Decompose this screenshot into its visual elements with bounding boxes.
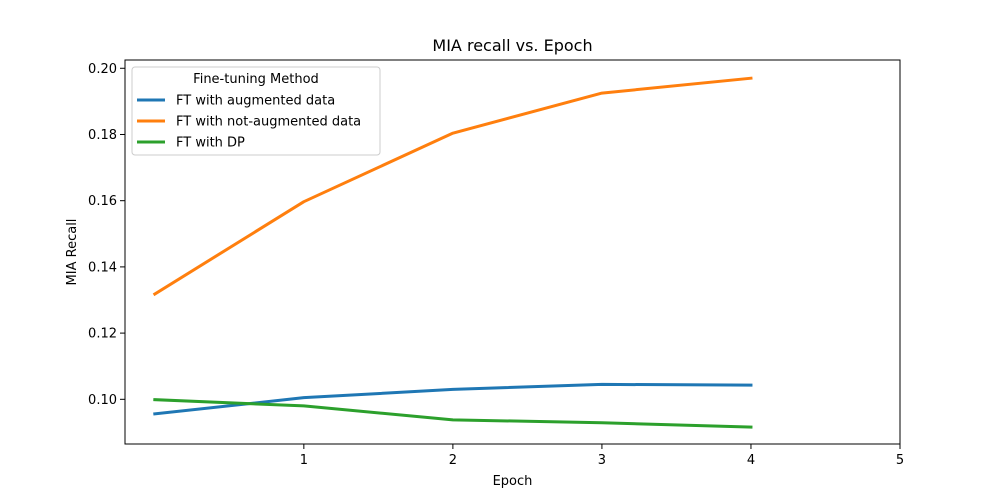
legend-frame (131, 66, 381, 156)
series-line-ft-with-augmented-data (153, 382, 753, 416)
y-tick-label: 0.14 (88, 260, 117, 275)
legend-title: Fine-tuning Method (193, 72, 319, 87)
x-tick-label: 5 (896, 453, 904, 468)
plot-lines (152, 76, 753, 429)
series-line-ft-with-not-augmented-data (152, 76, 753, 297)
x-tick-label: 1 (300, 453, 308, 468)
legend: Fine-tuning Method FT with augmented dat… (131, 66, 381, 156)
x-tick-label: 2 (449, 453, 457, 468)
y-tick-label: 0.10 (88, 393, 117, 408)
x-tick-label: 4 (747, 453, 755, 468)
y-axis-label: MIA Recall (65, 219, 80, 286)
legend-label: FT with not-augmented data (176, 115, 361, 130)
x-axis-label: Epoch (493, 474, 533, 489)
y-tick-label: 0.12 (88, 327, 117, 342)
plot-frame (124, 59, 901, 445)
y-axis: 0.10 0.12 0.14 0.16 0.18 0.20 (88, 62, 125, 408)
series-line-ft-with-dp (153, 398, 753, 429)
legend-label: FT with augmented data (176, 94, 335, 109)
chart-title: MIA recall vs. Epoch (432, 36, 592, 55)
y-tick-label: 0.20 (88, 62, 117, 77)
y-tick-label: 0.18 (88, 128, 117, 143)
legend-items: FT with augmented data FT with not-augmen… (137, 94, 361, 151)
y-tick-label: 0.16 (88, 194, 117, 209)
x-tick-label: 3 (598, 453, 606, 468)
legend-label: FT with DP (176, 136, 245, 151)
x-axis: 1 2 3 4 5 (300, 444, 904, 468)
